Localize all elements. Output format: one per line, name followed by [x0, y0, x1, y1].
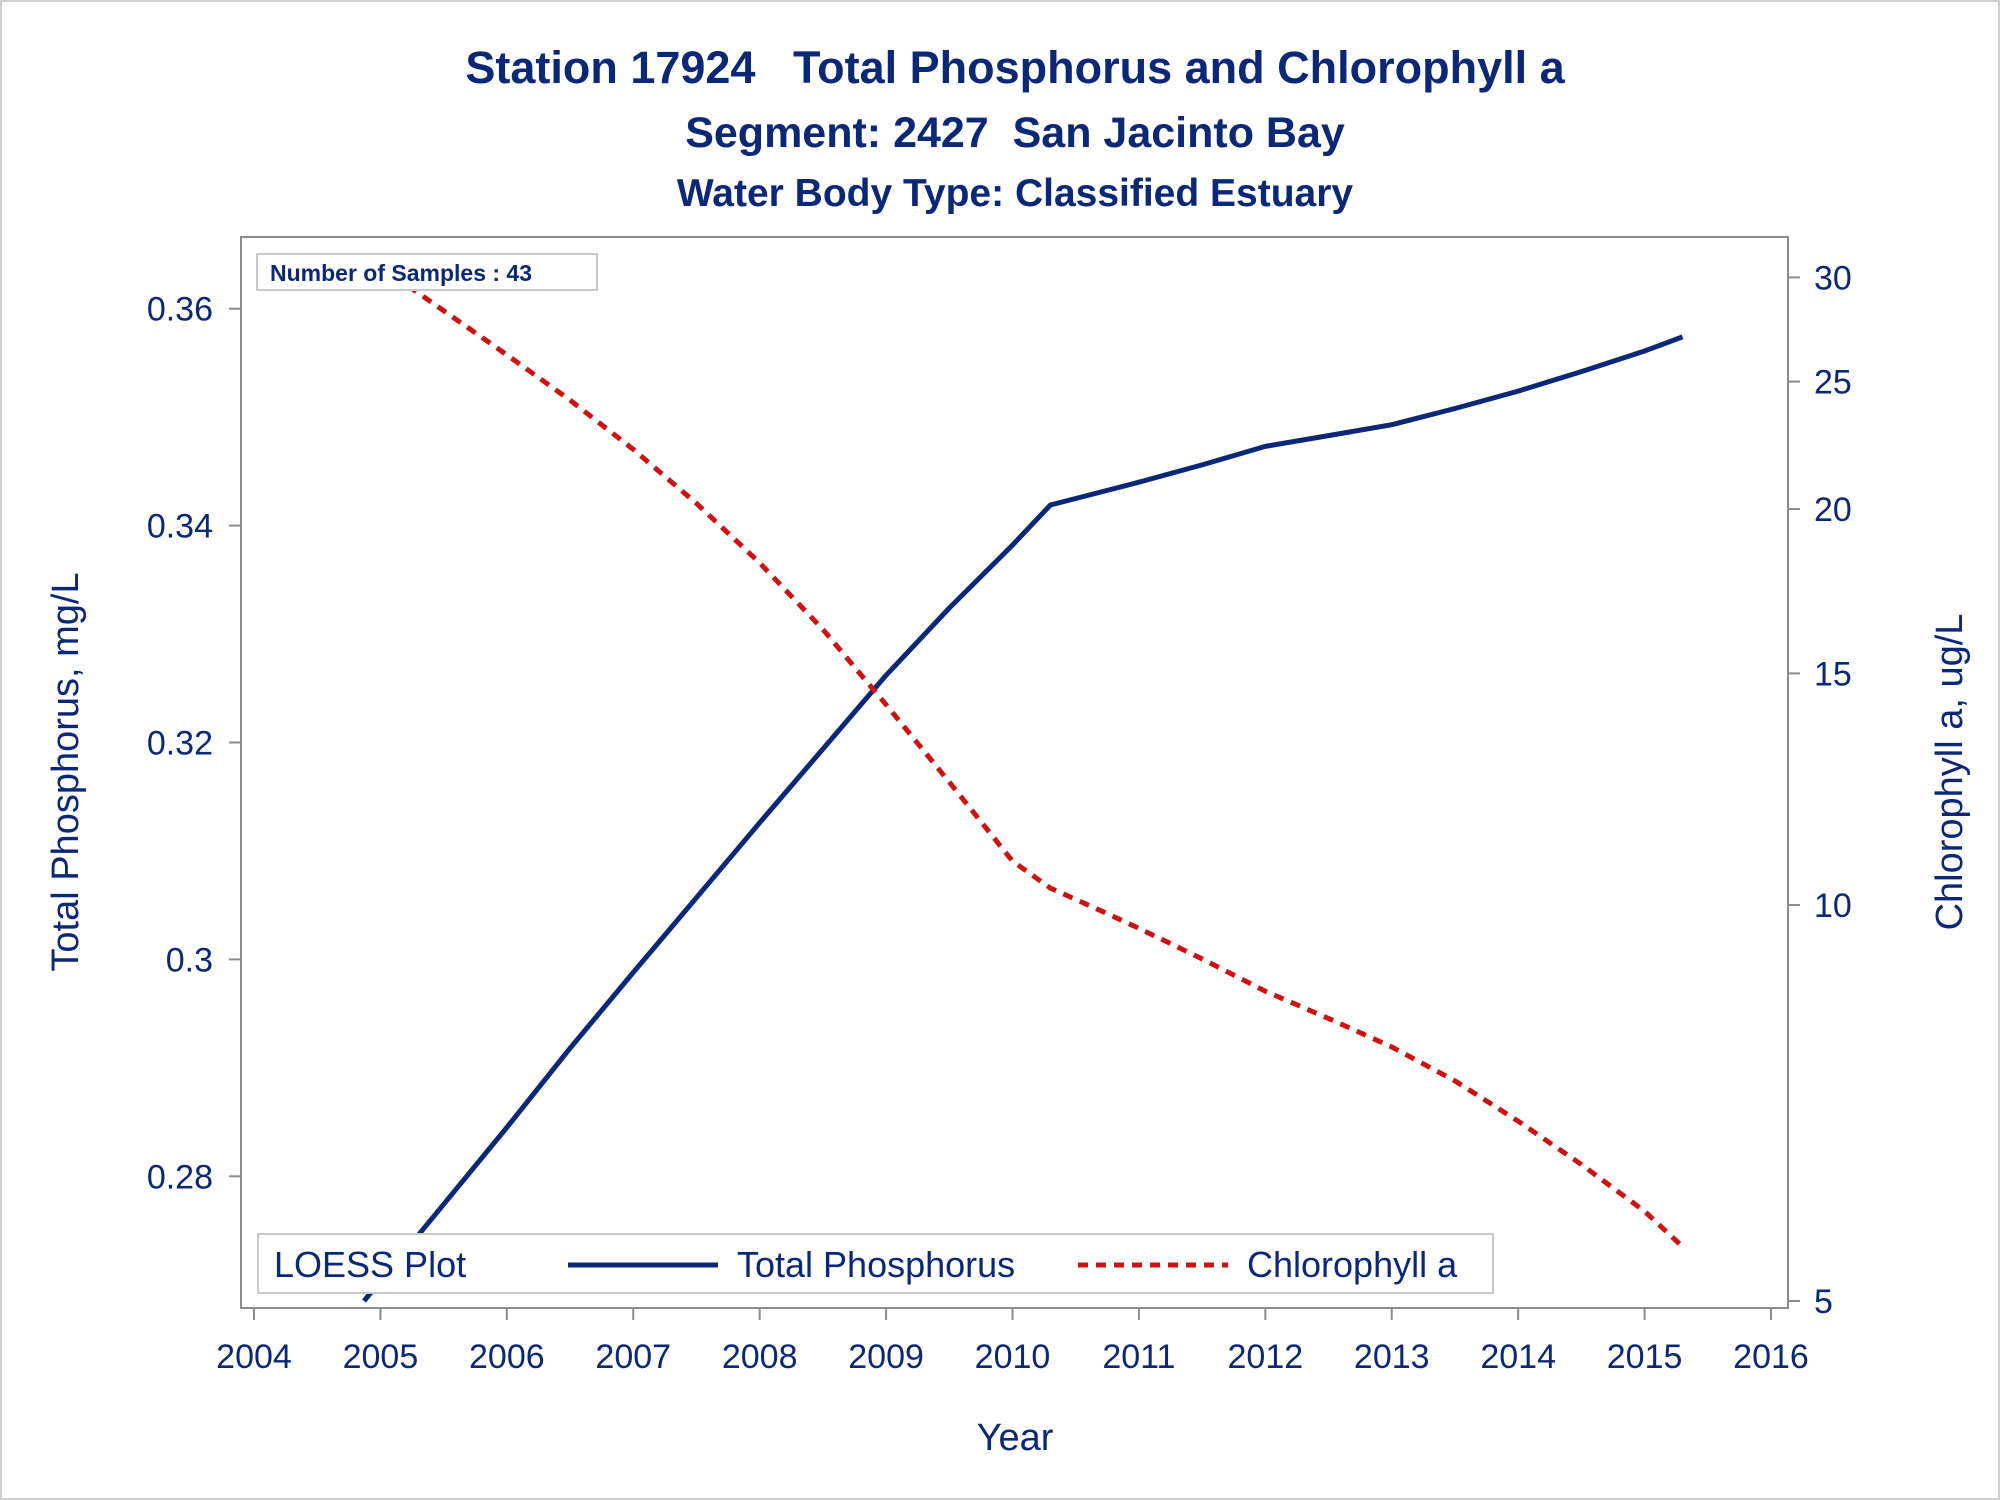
y-right-tick-label: 10	[1814, 887, 1852, 925]
legend: LOESS Plot Total Phosphorus Chlorophyll …	[257, 1233, 1494, 1294]
x-tick-label: 2006	[469, 1338, 545, 1376]
x-axis: 2004 2005 2006 2007 2008 2009 2010 2011 2012 2013…	[216, 1308, 1809, 1376]
chart-subtitle-2: Water Body Type: Classified Estuary	[677, 172, 1353, 215]
x-tick-label: 2009	[848, 1338, 924, 1376]
y-right-tick-label: 20	[1814, 491, 1852, 529]
x-tick-label: 2008	[722, 1338, 798, 1376]
y-right-tick-label: 15	[1814, 655, 1852, 693]
y-left-tick-label: 0.32	[147, 724, 213, 762]
y-right-tick-label: 5	[1814, 1283, 1833, 1321]
x-tick-label: 2015	[1607, 1338, 1683, 1376]
y-left-tick-label: 0.34	[147, 508, 213, 546]
legend-title: LOESS Plot	[274, 1244, 466, 1285]
y-axis-left: 0.28 0.3 0.32 0.34 0.36	[147, 291, 241, 1196]
y-left-tick-label: 0.3	[166, 941, 213, 979]
x-tick-label: 2016	[1733, 1338, 1809, 1376]
legend-label-chlorophyll-a: Chlorophyll a	[1247, 1244, 1458, 1285]
annotation-text: Number of Samples : 43	[270, 260, 532, 286]
x-tick-label: 2014	[1480, 1338, 1556, 1376]
series-line-chlorophyll-a	[362, 252, 1685, 1249]
chart-title: Station 17924 Total Phosphorus and Chlor…	[465, 42, 1565, 93]
plot-area	[240, 236, 1789, 1309]
x-tick-label: 2010	[975, 1338, 1051, 1376]
y-left-tick-label: 0.28	[147, 1158, 213, 1196]
legend-box	[257, 1233, 1494, 1294]
y-axis-right: 5 10 15 20 25 30	[1788, 259, 1852, 1321]
legend-label-total-phosphorus: Total Phosphorus	[737, 1244, 1015, 1285]
x-axis-label: Year	[977, 1417, 1054, 1459]
x-tick-label: 2005	[343, 1338, 419, 1376]
x-tick-label: 2013	[1354, 1338, 1430, 1376]
chart-subtitle: Segment: 2427 San Jacinto Bay	[685, 109, 1345, 157]
x-tick-label: 2004	[216, 1338, 292, 1376]
series-line-total-phosphorus	[362, 334, 1684, 1303]
x-tick-label: 2012	[1228, 1338, 1304, 1376]
y-right-tick-label: 25	[1814, 364, 1852, 402]
y-axis-left-label: Total Phosphorus, mg/L	[45, 572, 87, 971]
series-layer	[362, 252, 1685, 1303]
y-left-tick-label: 0.36	[147, 291, 213, 329]
y-right-tick-label: 30	[1814, 259, 1852, 297]
x-tick-label: 2007	[595, 1338, 671, 1376]
x-tick-label: 2011	[1102, 1338, 1175, 1376]
annotation-box	[256, 253, 598, 291]
y-axis-right-label: Chlorophyll a, ug/L	[1929, 614, 1971, 931]
